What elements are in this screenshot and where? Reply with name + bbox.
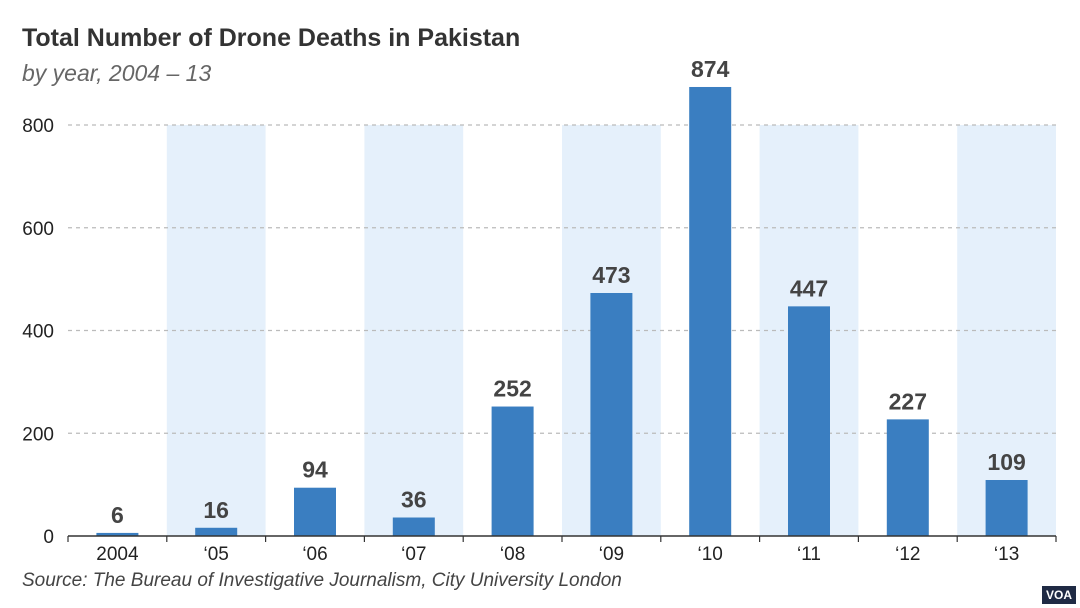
x-tick-label: ‘05 — [204, 544, 229, 565]
x-tick-label: ‘06 — [302, 544, 327, 565]
chart-subtitle: by year, 2004 – 13 — [22, 60, 212, 86]
y-tick-label: 600 — [22, 219, 54, 240]
bar-9 — [985, 480, 1028, 536]
data-labels: 6 16 94 36 252 473 874 447 227 109 — [111, 56, 1026, 528]
data-label: 16 — [203, 497, 229, 523]
y-axis-ticks: 0 200 400 600 800 — [22, 116, 54, 548]
x-tick-label: 2004 — [96, 544, 139, 565]
y-tick-label: 800 — [22, 116, 54, 137]
bar-4 — [491, 406, 534, 536]
bar-8 — [886, 419, 929, 536]
bar-7 — [788, 306, 830, 536]
y-tick-label: 400 — [22, 322, 54, 343]
data-label: 447 — [790, 275, 828, 301]
bar-1 — [195, 527, 238, 536]
x-tick-label: ‘11 — [797, 544, 821, 565]
data-label: 473 — [592, 262, 630, 288]
data-label: 6 — [111, 502, 124, 528]
x-axis-ticks: 2004 ‘05 ‘06 ‘07 ‘08 ‘09 ‘10 ‘11 ‘12 ‘13 — [96, 544, 1019, 565]
data-label: 94 — [302, 457, 328, 483]
bar-2 — [294, 487, 336, 536]
x-tick-label: ‘09 — [599, 544, 624, 565]
y-tick-label: 200 — [22, 424, 54, 445]
x-tick-label: ‘10 — [698, 544, 723, 565]
data-label: 36 — [401, 487, 427, 513]
bar-5 — [590, 292, 633, 536]
y-tick-label: 0 — [43, 527, 54, 548]
voa-logo: VOA — [1042, 586, 1076, 604]
data-label: 109 — [987, 449, 1025, 475]
x-tick-label: ‘08 — [500, 544, 525, 565]
bar-0 — [96, 532, 139, 536]
x-tick-label: ‘12 — [895, 544, 920, 565]
data-label: 252 — [493, 376, 531, 402]
x-axis — [67, 535, 1057, 542]
x-tick-label: ‘13 — [994, 544, 1019, 565]
data-label: 227 — [889, 388, 927, 414]
bars — [96, 86, 1028, 537]
chart-title: Total Number of Drone Deaths in Pakistan — [22, 24, 521, 52]
data-label: 874 — [691, 56, 730, 82]
bar-6 — [689, 86, 732, 537]
source-note: Source: The Bureau of Investigative Jour… — [22, 570, 622, 591]
bar-3 — [392, 517, 435, 536]
x-tick-label: ‘07 — [401, 544, 426, 565]
